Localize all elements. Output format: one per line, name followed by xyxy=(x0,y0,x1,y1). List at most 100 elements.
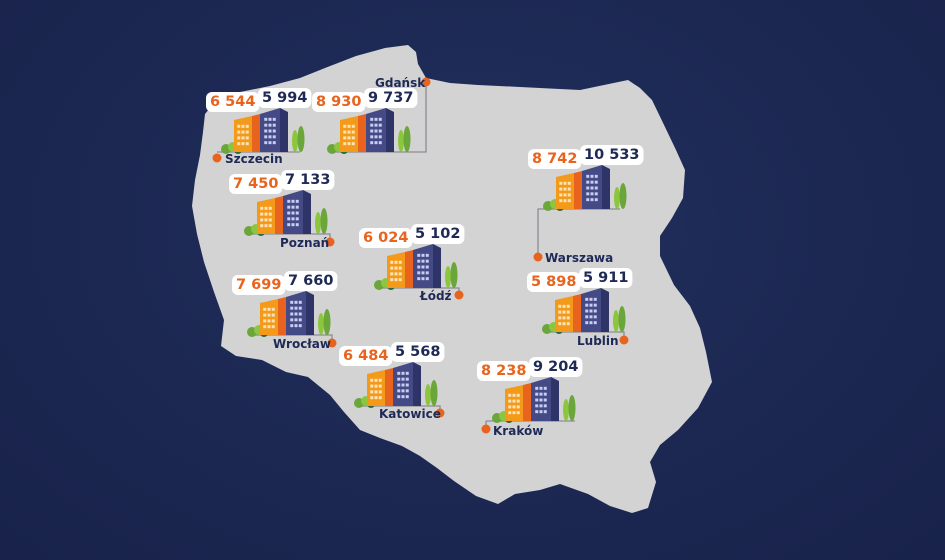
building-window xyxy=(268,212,272,216)
building-window xyxy=(390,266,394,270)
location-dot-icon xyxy=(619,335,629,345)
building-window xyxy=(237,130,241,134)
value-navy-badge xyxy=(579,268,633,288)
building-window xyxy=(343,124,347,128)
building-window xyxy=(378,378,382,382)
orange-building-side xyxy=(275,196,283,234)
building-window xyxy=(264,129,268,133)
building-window xyxy=(397,395,401,399)
building-window xyxy=(401,395,405,399)
building-window xyxy=(394,266,398,270)
city-marker-wrocław: 7 699 7 660 Wrocław xyxy=(232,271,338,351)
building-window xyxy=(405,377,409,381)
tree-icon xyxy=(297,126,305,152)
tree-icon xyxy=(430,380,438,406)
building-window xyxy=(291,211,295,215)
building-window xyxy=(566,304,570,308)
building-window xyxy=(394,260,398,264)
city-label: Lublin xyxy=(577,334,619,348)
building-window xyxy=(245,142,249,146)
building-window xyxy=(298,318,302,322)
building-window xyxy=(590,180,594,184)
city-marker-poznań: 7 450 7 133 Poznań xyxy=(229,170,335,250)
orange-building-icon xyxy=(260,299,278,335)
navy-building-side xyxy=(433,244,441,288)
value-orange-badge xyxy=(229,174,283,194)
navy-building-side xyxy=(303,190,311,234)
city-marker-katowice: 6 484 5 568 Katowice xyxy=(339,342,445,421)
tree-icon xyxy=(445,266,451,288)
building-window xyxy=(567,181,571,185)
building-window xyxy=(589,297,593,301)
orange-building-side xyxy=(573,294,581,332)
building-window xyxy=(290,324,294,328)
building-window xyxy=(347,142,351,146)
building-window xyxy=(590,198,594,202)
building-window xyxy=(351,136,355,140)
value-orange: 7 699 xyxy=(236,277,281,293)
tree-icon xyxy=(568,395,576,421)
building-window xyxy=(589,303,593,307)
building-window xyxy=(378,390,382,394)
building-window xyxy=(343,142,347,146)
building-window xyxy=(268,123,272,127)
tree-icon xyxy=(315,212,321,234)
orange-building-icon xyxy=(555,296,573,332)
tree-icon xyxy=(320,208,328,234)
location-dot-icon xyxy=(212,153,222,163)
building-window xyxy=(516,393,520,397)
orange-building-side xyxy=(358,114,366,152)
building-window xyxy=(421,253,425,257)
building-window xyxy=(585,303,589,307)
building-window xyxy=(594,192,598,196)
building-window xyxy=(405,371,409,375)
orange-building-icon xyxy=(340,116,358,152)
building-window xyxy=(586,198,590,202)
building-window xyxy=(370,129,374,133)
building-window xyxy=(397,377,401,381)
building-window xyxy=(374,378,378,382)
building-window xyxy=(245,130,249,134)
building-window xyxy=(268,141,272,145)
building-window xyxy=(563,199,567,203)
building-window xyxy=(291,199,295,203)
city-marker-lublin: 5 898 5 911 Lublin xyxy=(527,268,633,348)
building-window xyxy=(594,174,598,178)
building-window xyxy=(417,265,421,269)
building-window xyxy=(264,135,268,139)
building-window xyxy=(566,310,570,314)
building-window xyxy=(290,306,294,310)
city-label: Poznań xyxy=(280,236,329,250)
building-window xyxy=(370,396,374,400)
building-window xyxy=(417,277,421,281)
building-window xyxy=(263,307,267,311)
building-window xyxy=(378,135,382,139)
building-window xyxy=(563,193,567,197)
location-dot-icon xyxy=(421,77,431,87)
city-marker-łódź: 6 024 5 102 Łódź xyxy=(359,224,465,303)
building-window xyxy=(260,212,264,216)
tree-icon xyxy=(323,309,331,335)
orange-building-icon xyxy=(367,370,385,406)
building-window xyxy=(294,318,298,322)
building-window xyxy=(272,123,276,127)
building-window xyxy=(559,199,563,203)
value-navy-badge xyxy=(529,357,583,377)
building-window xyxy=(351,130,355,134)
building-window xyxy=(260,218,264,222)
orange-building-icon xyxy=(387,252,405,288)
building-window xyxy=(291,217,295,221)
building-window xyxy=(241,136,245,140)
building-window xyxy=(586,192,590,196)
building-window xyxy=(271,313,275,317)
value-navy-badge xyxy=(580,145,644,165)
building-window xyxy=(268,206,272,210)
location-dot-icon xyxy=(533,252,543,262)
building-window xyxy=(394,278,398,282)
building-window xyxy=(590,174,594,178)
building-window xyxy=(398,266,402,270)
building-window xyxy=(516,405,520,409)
building-window xyxy=(343,136,347,140)
building-window xyxy=(398,260,402,264)
